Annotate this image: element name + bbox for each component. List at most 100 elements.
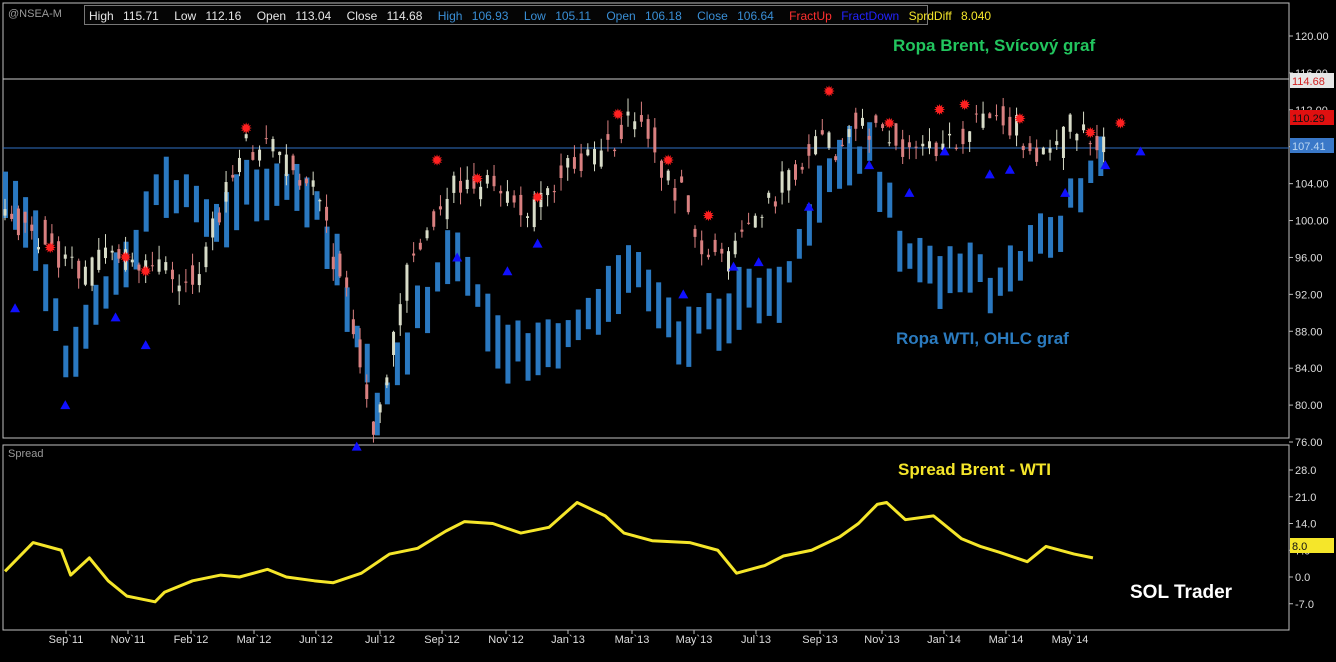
wti-ohlc-bar	[193, 185, 199, 223]
brent-open-value: 113.04	[295, 9, 332, 23]
fractal-down-marker	[110, 312, 121, 322]
price-tick-label: 76.00	[1295, 437, 1323, 449]
spread-tick-label: -7.0	[1295, 599, 1314, 611]
brent-candle-body	[16, 208, 20, 236]
ohlc-info-bar: High 115.71 Low 112.16 Open 113.04 Close…	[84, 5, 991, 25]
brent-candle-body	[36, 247, 40, 250]
fractal-up-marker: ✹	[44, 239, 57, 257]
wti-ohlc-bar	[43, 264, 49, 312]
brent-candle-body	[217, 212, 221, 223]
brent-candle-body	[1088, 143, 1092, 145]
brent-candle-body	[124, 249, 128, 270]
brent-candle-body	[619, 124, 623, 139]
wti-low-label: Low	[523, 9, 546, 23]
mid-price-label-bg	[1290, 110, 1334, 125]
brent-candle-body	[767, 192, 771, 198]
wti-ohlc-bar	[897, 230, 903, 272]
spread-pane-frame	[2, 444, 1290, 631]
wti-ohlc-bar	[877, 171, 883, 212]
wti-ohlc-bar	[53, 298, 59, 331]
wti-ohlc-bar	[274, 163, 280, 206]
brent-candle-body	[77, 260, 81, 279]
brent-candle-body	[820, 130, 824, 135]
fractal-up-marker: ✹	[823, 82, 836, 100]
wti-close-value: 106.64	[737, 9, 774, 23]
wti-ohlc-bar	[324, 226, 330, 269]
wti-ohlc-bar	[565, 320, 571, 348]
wti-ohlc-bar	[525, 333, 531, 381]
wti-ohlc-bar	[605, 265, 611, 322]
brent-candle-body	[867, 135, 871, 140]
wti-last-price-label-bg	[1290, 138, 1334, 153]
brent-candle-body	[988, 113, 992, 119]
wti-ohlc-bar	[997, 267, 1003, 296]
brent-candle-body	[773, 201, 777, 207]
brent-candle-body	[793, 164, 797, 180]
date-tick-label: Jan`13	[551, 634, 585, 646]
brent-candle-body	[170, 269, 174, 280]
brent-candle-body	[284, 154, 288, 177]
fractal-down-marker	[904, 187, 915, 197]
symbol-label: @NSEA-M	[8, 8, 62, 20]
fractal-up-marker: ✹	[471, 170, 484, 188]
brent-candle-body	[378, 404, 382, 413]
brent-candle-body	[840, 144, 844, 146]
wti-ohlc-bar	[244, 159, 250, 205]
spread-tick-label: 21.0	[1295, 492, 1316, 504]
brent-candle-body	[914, 146, 918, 148]
brent-candle-body	[613, 149, 617, 152]
brent-candle-body	[546, 188, 550, 196]
fractal-down-marker	[10, 303, 21, 313]
fractal-up-marker: ✹	[933, 101, 946, 119]
date-tick-label: May`14	[1052, 634, 1089, 646]
brent-candle-body	[43, 219, 47, 245]
price-tick-label: 96.00	[1295, 252, 1323, 264]
brent-candle-body	[1001, 106, 1005, 126]
wti-last-price-label: 107.41	[1292, 141, 1326, 153]
brent-candle-body	[57, 241, 61, 268]
brent-candle-body	[331, 256, 335, 270]
wti-ohlc-bar	[314, 191, 320, 220]
wti-ohlc-bar	[595, 288, 601, 335]
brent-candle-body	[1041, 147, 1045, 155]
brent-candle-body	[680, 176, 684, 183]
wti-ohlc-bar	[967, 242, 973, 293]
fractal-up-marker: ✹	[1114, 115, 1127, 133]
brent-candle-body	[418, 242, 422, 250]
wti-ohlc-bar	[1017, 251, 1023, 281]
brent-candle-body	[706, 254, 710, 258]
brent-candle-body	[492, 175, 496, 187]
price-tick-label: 80.00	[1295, 400, 1323, 412]
fractal-up-marker: ✹	[240, 119, 253, 137]
brent-candle-body	[70, 256, 74, 258]
brent-candle-body	[1102, 136, 1106, 153]
brent-candle-body	[941, 143, 945, 150]
brent-candle-body	[713, 239, 717, 253]
price-tick-label: 92.00	[1295, 289, 1323, 301]
wti-ohlc-bar	[384, 382, 390, 405]
brent-candle-body	[827, 132, 831, 148]
fractal-down-marker	[728, 261, 739, 271]
brent-candle-body	[981, 113, 985, 128]
wti-ohlc-bar	[63, 345, 69, 378]
fractal-down-marker	[864, 160, 875, 170]
brent-candle-body	[948, 133, 952, 136]
wti-ohlc-bar	[947, 246, 953, 294]
wti-ohlc-bar	[535, 322, 541, 376]
brent-candle-body	[264, 138, 268, 140]
brent-candle-body	[271, 139, 275, 152]
brent-candle-body	[465, 179, 469, 190]
wti-ohlc-bar	[3, 171, 8, 218]
spread-last-label: 8.0	[1292, 541, 1307, 553]
wti-ohlc-bar	[927, 245, 933, 284]
wti-ohlc-bar	[13, 180, 19, 230]
wti-ohlc-bar	[937, 256, 943, 309]
brent-candle-body	[191, 265, 195, 285]
brent-candle-body	[472, 176, 476, 189]
wti-ohlc-bar	[716, 298, 722, 351]
brent-candle-body	[304, 178, 308, 184]
wti-ohlc-bar	[746, 268, 752, 308]
brent-candle-body	[1075, 134, 1079, 141]
wti-ohlc-bar	[495, 315, 501, 369]
fractal-down-marker	[452, 252, 463, 262]
